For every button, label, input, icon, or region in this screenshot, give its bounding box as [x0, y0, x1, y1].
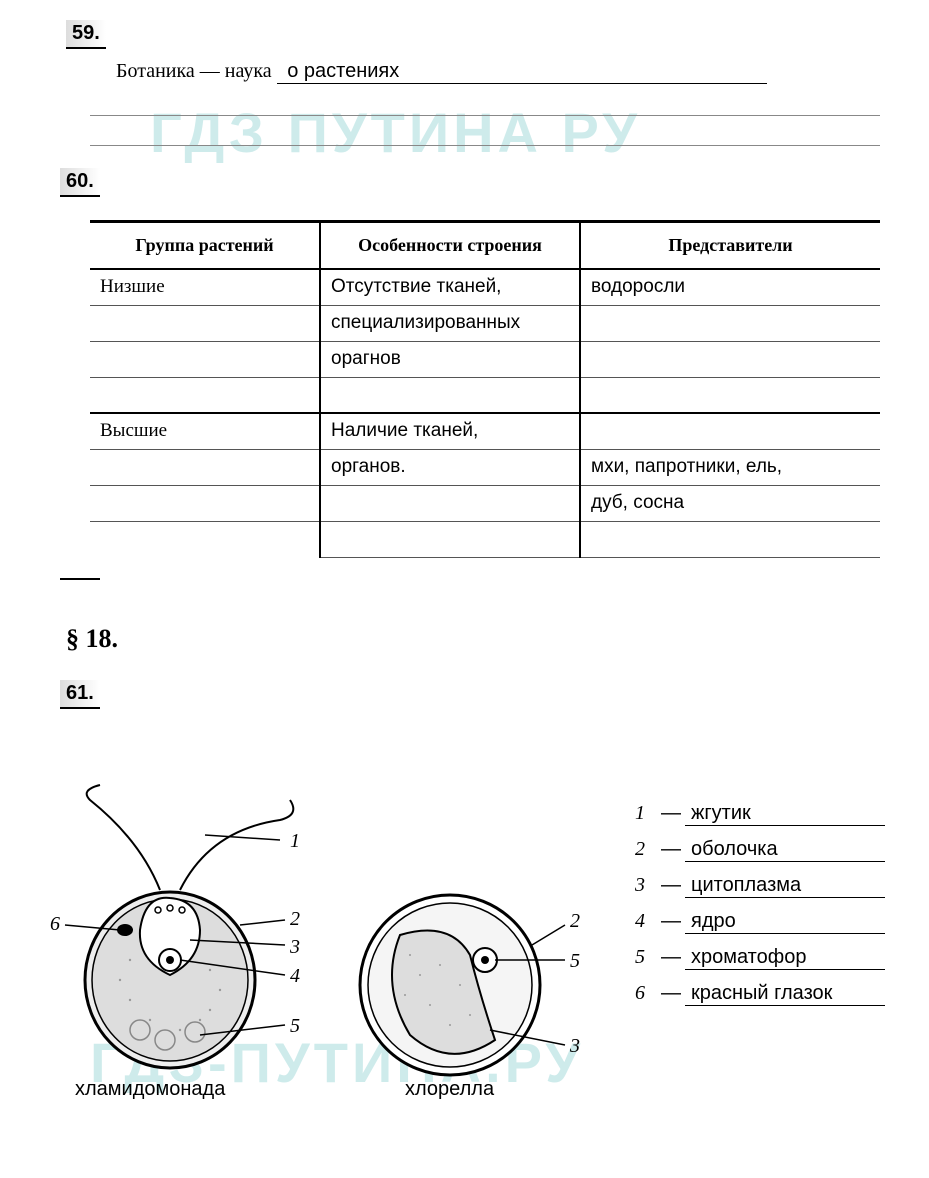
legend-idx: 3 [635, 874, 657, 897]
legend-dash: — [657, 910, 685, 933]
cell-group [90, 305, 320, 341]
cell-feat [320, 485, 580, 521]
q59-answer: о растениях [277, 60, 767, 84]
th-group: Группа растений [90, 222, 320, 270]
cell-group [90, 485, 320, 521]
legend-val: хроматофор [685, 946, 885, 970]
legend-row: 6 — красный глазок [635, 982, 885, 1006]
cell-rep [580, 413, 880, 449]
legend-idx: 6 [635, 982, 657, 1005]
legend-val: ядро [685, 910, 885, 934]
legend-row: 5 — хроматофор [635, 946, 885, 970]
blank-line [90, 115, 880, 116]
cell-rep [580, 521, 880, 557]
q59-prefix: Ботаника — наука [116, 60, 272, 82]
cell-group: Низшие [90, 269, 320, 305]
legend-row: 2 — оболочка [635, 838, 885, 862]
task-number-60: 60. [60, 168, 100, 197]
legend-dash: — [657, 874, 685, 897]
legend-row: 1 — жгутик [635, 802, 885, 826]
chlorella-svg [340, 875, 580, 1105]
cell-group [90, 521, 320, 557]
legend-val: красный глазок [685, 982, 885, 1006]
legend-row: 3 — цитоплазма [635, 874, 885, 898]
cell-rep [580, 341, 880, 377]
cell-rep: мхи, папротники, ель, [580, 449, 880, 485]
cell-rep [580, 305, 880, 341]
diagram-legend: 1 — жгутик 2 — оболочка 3 — цитоплазма 4… [635, 802, 885, 1018]
lead-r5: 5 [570, 950, 580, 973]
legend-val: цитоплазма [685, 874, 885, 898]
cell-feat: Отсутствие тканей, [320, 269, 580, 305]
cell-feat: орагнов [320, 341, 580, 377]
question-59: Ботаника — наука о растениях [116, 60, 767, 84]
legend-row: 4 — ядро [635, 910, 885, 934]
cell-rep: дуб, сосна [580, 485, 880, 521]
cell-group: Высшие [90, 413, 320, 449]
legend-dash: — [657, 838, 685, 861]
lead-3: 3 [290, 936, 300, 959]
legend-idx: 2 [635, 838, 657, 861]
lead-r2: 2 [570, 910, 580, 933]
cell-feat [320, 521, 580, 557]
th-features: Особенности строения [320, 222, 580, 270]
cell-feat: Наличие тканей, [320, 413, 580, 449]
lead-1: 1 [290, 830, 300, 853]
watermark-top: ГДЗ ПУТИНА РУ [150, 100, 641, 165]
cell-feat [320, 377, 580, 413]
legend-val: жгутик [685, 802, 885, 826]
plant-groups-table: Группа растений Особенности строения Пре… [90, 220, 880, 558]
lead-r3: 3 [570, 1035, 580, 1058]
lead-2: 2 [290, 908, 300, 931]
task-number-61: 61. [60, 680, 100, 709]
chlamydomonas-svg [50, 780, 310, 1080]
legend-idx: 4 [635, 910, 657, 933]
cell-group [90, 377, 320, 413]
lead-6: 6 [50, 913, 60, 936]
cell-rep: водоросли [580, 269, 880, 305]
stub-line [60, 578, 100, 580]
cell-feat: органов. [320, 449, 580, 485]
legend-dash: — [657, 946, 685, 969]
cell-group [90, 449, 320, 485]
legend-val: оболочка [685, 838, 885, 862]
lead-5: 5 [290, 1015, 300, 1038]
th-reps: Представители [580, 222, 880, 270]
legend-idx: 1 [635, 802, 657, 825]
blank-line [90, 145, 880, 146]
chlamydomonas-label: хламидомонада [75, 1078, 225, 1101]
diagram-area: 1 2 3 4 5 6 хламидомонада 2 5 3 хлорелла [50, 780, 630, 1130]
cell-rep [580, 377, 880, 413]
chlorella-label: хлорелла [405, 1078, 494, 1101]
legend-idx: 5 [635, 946, 657, 969]
legend-dash: — [657, 982, 685, 1005]
lead-4: 4 [290, 965, 300, 988]
task-number-59: 59. [66, 20, 106, 49]
cell-feat: специализированных [320, 305, 580, 341]
section-heading: § 18. [66, 624, 118, 654]
legend-dash: — [657, 802, 685, 825]
cell-group [90, 341, 320, 377]
